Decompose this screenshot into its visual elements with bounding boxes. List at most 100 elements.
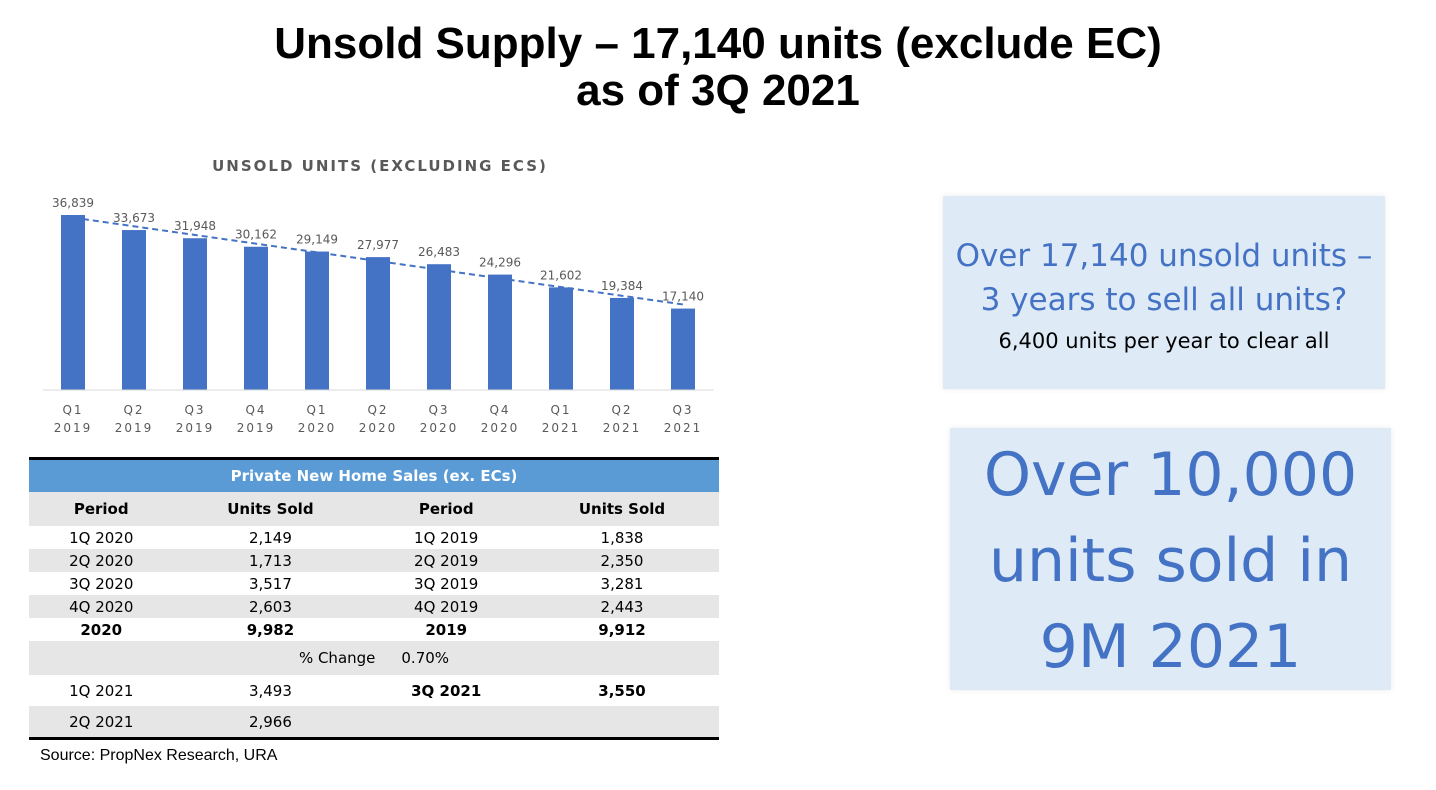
x-tick-label-quarter: Q3 (184, 403, 205, 417)
table-title-row: Private New Home Sales (ex. ECs) (29, 458, 719, 492)
col-header-period-2019: Period (367, 492, 526, 526)
data-label: 30,162 (235, 228, 277, 242)
cell: 1Q 2021 (69, 681, 134, 700)
col-header-units-2019: Units Sold (525, 492, 719, 526)
table-row: 2Q 2020 1,713 2Q 2019 2,350 (29, 549, 719, 572)
cell (525, 706, 719, 739)
sales-table: Private New Home Sales (ex. ECs) Period … (29, 457, 719, 740)
cell: 3Q 2020 (69, 574, 134, 593)
table-change-row: % Change 0.70% (29, 641, 719, 675)
x-tick-label-year: 2021 (542, 421, 581, 435)
col-header-period-2020: Period (29, 492, 174, 526)
sold-callout-line-2: units sold in (988, 526, 1353, 596)
x-tick-label-year: 2019 (176, 421, 215, 435)
table-row: 4Q 2020 2,603 4Q 2019 2,443 (29, 595, 719, 618)
cell: 1,838 (600, 528, 644, 547)
bar (488, 274, 512, 390)
col-header-units-2020: Units Sold (173, 492, 368, 526)
cell: 2Q 2021 (29, 706, 174, 739)
cell: 9,982 (246, 620, 295, 639)
trendline (72, 216, 684, 306)
source-note: Source: PropNex Research, URA (40, 747, 278, 764)
table-row: 1Q 2021 3,493 3Q 2021 3,550 (29, 675, 719, 706)
cell (367, 706, 526, 739)
data-label: 36,839 (52, 196, 94, 210)
x-tick-label-quarter: Q3 (672, 403, 693, 417)
slide-title-line-1: Unsold Supply – 17,140 units (exclude EC… (274, 19, 1162, 68)
cell: 3,550 (598, 681, 646, 700)
cell: 3Q 2021 (411, 681, 482, 700)
cell: 2020 (80, 620, 123, 639)
chart-canvas: 36,839 Q1 2019 33,673 Q2 2019 31,948 Q3 2019 30,1… (43, 196, 714, 435)
x-tick-label-quarter: Q2 (123, 403, 144, 417)
bar (61, 215, 85, 390)
bar (305, 251, 329, 390)
unsold-callout-line-3: 6,400 units per year to clear all (998, 329, 1330, 353)
x-tick-label-year: 2020 (298, 421, 337, 435)
cell: 3Q 2019 (414, 574, 479, 593)
bar (549, 287, 573, 390)
data-label: 29,149 (296, 233, 338, 247)
cell: 4Q 2019 (367, 595, 526, 618)
x-tick-label-quarter: Q1 (306, 403, 327, 417)
cell: 1Q 2020 (69, 528, 134, 547)
x-tick-label-quarter: Q2 (367, 403, 388, 417)
bar (610, 297, 634, 390)
change-cell: % Change 0.70% (29, 641, 719, 675)
x-tick-label-year: 2020 (420, 421, 459, 435)
bar (122, 230, 146, 390)
table-row: 3Q 2020 3,517 3Q 2019 3,281 (29, 572, 719, 595)
data-label: 27,977 (357, 238, 399, 252)
cell: 4Q 2020 (29, 595, 174, 618)
x-tick-label-year: 2021 (603, 421, 642, 435)
cell: 2,350 (525, 549, 719, 572)
x-tick-label-year: 2021 (664, 421, 703, 435)
data-label: 21,602 (540, 268, 582, 282)
cell: 1Q 2019 (414, 528, 479, 547)
cell: 3,281 (600, 574, 644, 593)
x-tick-label-year: 2020 (359, 421, 398, 435)
cell: 2Q 2019 (367, 549, 526, 572)
data-label: 26,483 (418, 245, 460, 259)
bar (244, 246, 268, 390)
table-total-row: 2020 9,982 2019 9,912 (29, 618, 719, 641)
x-tick-label-quarter: Q1 (550, 403, 571, 417)
x-tick-label-quarter: Q3 (428, 403, 449, 417)
unsold-callout-line-1: Over 17,140 unsold units – (955, 238, 1373, 274)
bar (671, 308, 695, 390)
x-tick-label-year: 2019 (54, 421, 93, 435)
change-value: 0.70% (401, 649, 450, 667)
x-tick-label-year: 2019 (237, 421, 276, 435)
cell: 2019 (425, 620, 468, 639)
unsold-units-chart: 36,839 Q1 2019 33,673 Q2 2019 31,948 Q3 2019 30,1… (30, 150, 730, 450)
unsold-callout-line-2: 3 years to sell all units? (980, 282, 1348, 318)
x-tick-label-year: 2020 (481, 421, 520, 435)
data-label: 24,296 (479, 256, 521, 270)
table-header-row: Period Units Sold Period Units Sold (29, 492, 719, 526)
cell: 2,149 (248, 528, 292, 547)
slide-title: Unsold Supply – 17,140 units (exclude EC… (0, 20, 1436, 114)
cell: 2Q 2020 (29, 549, 174, 572)
x-tick-label-quarter: Q2 (611, 403, 632, 417)
cell: 9,912 (598, 620, 646, 639)
data-label: 33,673 (113, 211, 155, 225)
data-label: 31,948 (174, 219, 216, 233)
bar (183, 238, 207, 390)
sold-callout: Over 10,000 units sold in 9M 2021 (950, 428, 1391, 690)
sold-callout-line-1: Over 10,000 (983, 440, 1358, 510)
data-label: 17,140 (662, 290, 704, 304)
bar (366, 257, 390, 390)
table-row: 1Q 2020 2,149 1Q 2019 1,838 (29, 526, 719, 549)
cell: 2,966 (173, 706, 368, 739)
bar (427, 264, 451, 390)
slide-title-line-2: as of 3Q 2021 (576, 66, 860, 115)
change-label: % Change (298, 649, 376, 667)
data-label: 19,384 (601, 279, 643, 293)
x-tick-label-quarter: Q1 (62, 403, 83, 417)
cell: 1,713 (173, 549, 368, 572)
table-title: Private New Home Sales (ex. ECs) (29, 458, 719, 492)
cell: 2,603 (173, 595, 368, 618)
x-tick-label-quarter: Q4 (245, 403, 266, 417)
x-tick-label-year: 2019 (115, 421, 154, 435)
chart-title: UNSOLD UNITS (EXCLUDING ECS) (212, 157, 548, 175)
